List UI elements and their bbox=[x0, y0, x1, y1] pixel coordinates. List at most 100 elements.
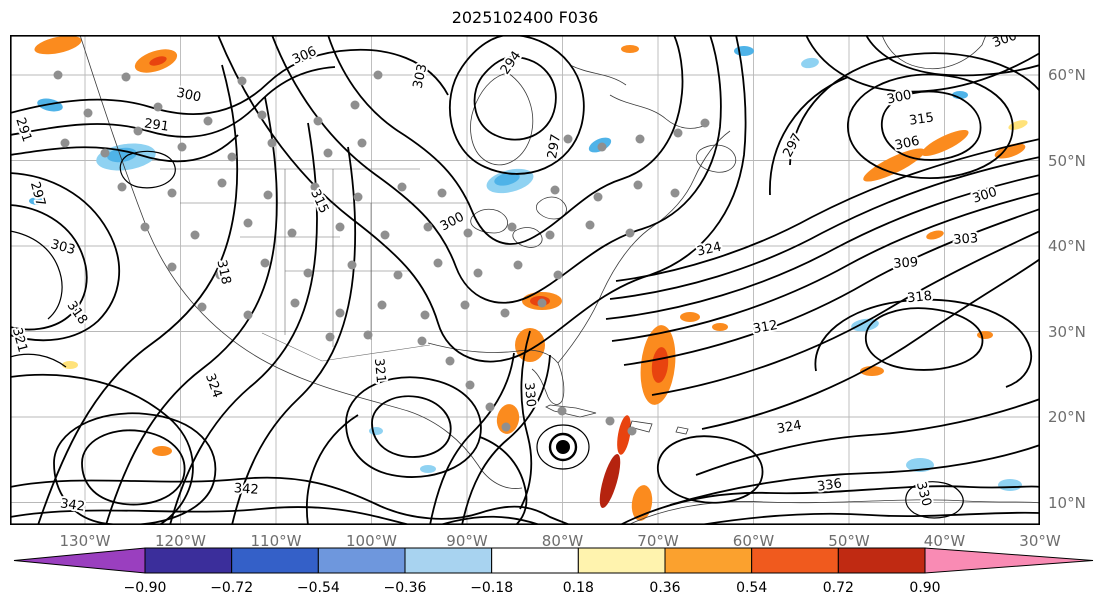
contour-line bbox=[701, 258, 1040, 430]
station-dot bbox=[597, 142, 607, 152]
colorbar-segment bbox=[491, 547, 579, 574]
shaded-patch bbox=[998, 479, 1022, 491]
station-dot bbox=[140, 222, 150, 232]
lon-tick-label: 100°W bbox=[346, 532, 397, 550]
station-dots bbox=[53, 70, 710, 436]
contour-line bbox=[609, 156, 1040, 300]
border-line bbox=[261, 332, 431, 362]
station-dot bbox=[227, 152, 237, 162]
station-dot bbox=[553, 270, 563, 280]
contour-label: 306 bbox=[290, 44, 319, 68]
station-dot bbox=[203, 116, 213, 126]
contour-line bbox=[699, 511, 1040, 525]
contour-line bbox=[81, 429, 186, 506]
colorbar-tick-label: −0.72 bbox=[210, 580, 254, 596]
lat-tick-label: 20°N bbox=[1048, 408, 1086, 426]
lon-tick-label: 130°W bbox=[59, 532, 111, 550]
station-dot bbox=[625, 228, 635, 238]
contour-line bbox=[623, 208, 1040, 366]
contour-line bbox=[519, 330, 533, 510]
cyclone-marker bbox=[548, 432, 578, 462]
lon-tick-label: 80°W bbox=[541, 532, 584, 550]
contour-line bbox=[473, 56, 557, 141]
contour-label: 303 bbox=[49, 237, 77, 258]
station-dot bbox=[335, 308, 345, 318]
contour-label: 342 bbox=[233, 481, 259, 498]
station-dot bbox=[377, 300, 387, 310]
shaded-patch bbox=[712, 323, 728, 331]
shaded-patch bbox=[651, 347, 669, 383]
cyclone-center-dot bbox=[556, 440, 570, 454]
contour-line bbox=[37, 64, 239, 525]
station-dot bbox=[417, 336, 427, 346]
shaded-patch bbox=[37, 98, 63, 112]
station-dot bbox=[133, 126, 143, 136]
lon-tick-label: 110°W bbox=[250, 532, 302, 550]
contour-label: 324 bbox=[202, 372, 225, 400]
lat-tick-label: 50°N bbox=[1048, 151, 1086, 170]
station-dot bbox=[513, 260, 523, 270]
station-dot bbox=[485, 402, 495, 412]
figure-title: 2025102400 F036 bbox=[451, 8, 599, 27]
shaded-patch bbox=[152, 446, 172, 456]
contour-label: 318 bbox=[907, 289, 933, 307]
station-dot bbox=[460, 300, 470, 310]
contour-label: 300 bbox=[886, 88, 913, 108]
contour-line bbox=[231, 146, 357, 525]
contour-label: 330 bbox=[913, 480, 934, 508]
shaded-patch bbox=[621, 45, 639, 53]
station-dot bbox=[53, 70, 63, 80]
station-dot bbox=[670, 188, 680, 198]
station-dot bbox=[423, 222, 433, 232]
shaded-patch bbox=[921, 129, 969, 157]
contour-line bbox=[10, 230, 63, 320]
shaded-patch bbox=[617, 415, 631, 455]
station-dot bbox=[437, 188, 447, 198]
contour-label: 297 bbox=[545, 133, 564, 160]
colorbar-segment bbox=[751, 547, 839, 574]
station-dot bbox=[463, 228, 473, 238]
contour-label: 300 bbox=[175, 86, 202, 106]
station-dot bbox=[605, 416, 615, 426]
contour-label: 291 bbox=[12, 116, 34, 144]
station-dot bbox=[350, 100, 360, 110]
station-dot bbox=[473, 268, 483, 278]
contour-label: 336 bbox=[816, 476, 843, 494]
coastline bbox=[609, 94, 707, 129]
station-dot bbox=[177, 142, 187, 152]
colorbar-tick-label: 0.72 bbox=[822, 580, 854, 596]
lon-tick-label: 60°W bbox=[732, 532, 775, 550]
shaded-patch bbox=[860, 366, 884, 376]
colorbar-tick-label: 0.18 bbox=[562, 580, 594, 596]
shaded-patch bbox=[34, 35, 82, 55]
shaded-patch bbox=[994, 143, 1026, 159]
station-dot bbox=[190, 230, 200, 240]
shaded-patch bbox=[1008, 120, 1028, 130]
contour-label: 321 bbox=[371, 358, 388, 384]
contour-line bbox=[669, 444, 1040, 506]
contour-line bbox=[10, 66, 336, 138]
station-dot bbox=[323, 148, 333, 158]
contour-line bbox=[10, 506, 411, 525]
contour-line bbox=[615, 138, 1040, 282]
colorbar-canvas bbox=[13, 547, 1094, 574]
station-dot bbox=[393, 270, 403, 280]
station-dot bbox=[263, 190, 273, 200]
contour-label: 303 bbox=[953, 231, 979, 248]
coastline bbox=[470, 72, 534, 166]
coastline bbox=[629, 420, 653, 433]
contour-line bbox=[271, 35, 722, 304]
contour-label: 315 bbox=[908, 110, 935, 128]
station-dot bbox=[353, 192, 363, 202]
station-dot bbox=[215, 270, 225, 280]
station-dot bbox=[627, 426, 637, 436]
shaded-patch bbox=[801, 57, 819, 69]
contour-line bbox=[461, 354, 551, 525]
station-dot bbox=[117, 182, 127, 192]
station-dot bbox=[420, 310, 430, 320]
colorbar-segment bbox=[577, 547, 666, 574]
station-dot bbox=[243, 310, 253, 320]
lon-tick-label: 90°W bbox=[446, 532, 488, 550]
contour-label: 318 bbox=[64, 299, 91, 328]
contour-line bbox=[10, 476, 571, 525]
